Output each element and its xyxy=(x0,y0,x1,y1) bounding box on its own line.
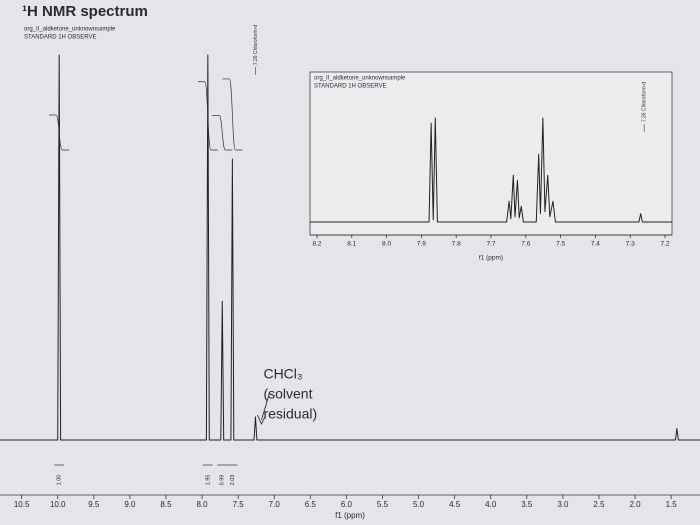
sample-name: org_II_aldketone_unknownsample xyxy=(24,27,116,33)
integral-curve xyxy=(212,115,233,151)
integral-curve xyxy=(222,78,243,151)
x-tick-label: 3.5 xyxy=(521,500,533,509)
peak-label: 7.26 Chloroform-d xyxy=(641,82,647,123)
integral-label: 0.99 xyxy=(220,475,226,486)
x-tick-label: 8.2 xyxy=(312,241,321,248)
x-tick-label: 7.6 xyxy=(521,241,530,248)
inset-frame xyxy=(309,71,673,236)
x-tick-label: 3.0 xyxy=(557,500,569,509)
annotation-text: (solvent xyxy=(263,386,312,402)
x-tick-label: 7.5 xyxy=(556,241,565,248)
x-tick-label: 7.0 xyxy=(269,500,281,509)
x-tick-label: 8.0 xyxy=(382,241,391,248)
x-tick-label: 2.0 xyxy=(629,500,641,509)
x-tick-label: 4.5 xyxy=(449,500,461,509)
x-tick-label: 7.2 xyxy=(661,241,670,248)
annotation-text: CHCl₃ xyxy=(263,366,302,382)
x-tick-label: 7.4 xyxy=(591,241,600,248)
x-tick-label: 9.0 xyxy=(124,500,136,509)
integral-label: 1.95 xyxy=(205,475,211,486)
x-tick-label: 2.5 xyxy=(593,500,605,509)
spectrum-line xyxy=(310,117,672,223)
x-tick-label: 7.7 xyxy=(486,241,495,248)
x-tick-label: 6.0 xyxy=(341,500,353,509)
peak-label: 7.26 Chloroform-d xyxy=(253,25,259,66)
x-tick-label: 9.5 xyxy=(88,500,100,509)
x-tick-label: 6.5 xyxy=(305,500,317,509)
annotation-arrow xyxy=(261,392,270,421)
x-tick-label: 10.5 xyxy=(14,500,30,509)
x-tick-label: 8.0 xyxy=(196,500,208,509)
x-axis-label: f1 (ppm) xyxy=(479,255,503,262)
integral-curve xyxy=(197,81,218,151)
x-tick-label: 1.5 xyxy=(666,500,678,509)
integral-label: 2.03 xyxy=(230,475,236,486)
annotation-text: residual) xyxy=(263,406,317,422)
x-tick-label: 7.5 xyxy=(233,500,245,509)
x-tick-label: 8.5 xyxy=(160,500,172,509)
x-tick-label: 7.9 xyxy=(417,241,426,248)
x-tick-label: 7.8 xyxy=(452,241,461,248)
x-tick-label: 10.0 xyxy=(50,500,66,509)
x-tick-label: 4.0 xyxy=(485,500,497,509)
spectrum-line xyxy=(0,54,700,441)
x-tick-label: 8.1 xyxy=(347,241,356,248)
x-tick-label: 5.5 xyxy=(377,500,389,509)
inset-sample-name: org_II_aldketone_unknownsample xyxy=(314,76,406,82)
x-axis-label: f1 (ppm) xyxy=(335,511,365,520)
integral-curve xyxy=(49,114,70,151)
integral-label: 1.00 xyxy=(57,475,63,486)
inset-experiment: STANDARD 1H OBSERVE xyxy=(314,84,386,90)
experiment: STANDARD 1H OBSERVE xyxy=(24,35,96,41)
chart-title: ¹H NMR spectrum xyxy=(22,3,148,20)
annotation-arrowhead xyxy=(257,414,266,426)
x-tick-label: 5.0 xyxy=(413,500,425,509)
x-tick-label: 7.3 xyxy=(626,241,635,248)
